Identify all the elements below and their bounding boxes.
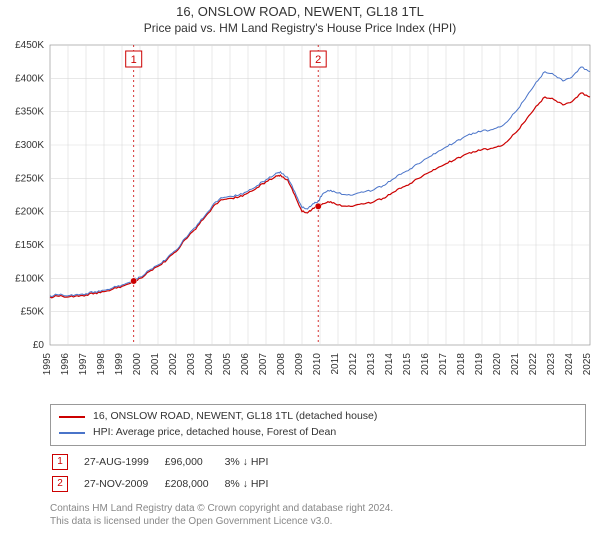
marker-delta: 3% ↓ HPI [225, 452, 283, 472]
page-subtitle: Price paid vs. HM Land Registry's House … [0, 21, 600, 35]
svg-text:2025: 2025 [582, 353, 593, 376]
svg-text:1998: 1998 [96, 353, 107, 376]
svg-text:2015: 2015 [402, 353, 413, 376]
legend-item: HPI: Average price, detached house, Fore… [59, 425, 577, 441]
svg-text:2009: 2009 [294, 353, 305, 376]
svg-text:£200K: £200K [15, 207, 44, 218]
svg-text:2002: 2002 [168, 353, 179, 376]
svg-text:2021: 2021 [510, 353, 521, 376]
svg-text:2020: 2020 [492, 353, 503, 376]
svg-text:1996: 1996 [60, 353, 71, 376]
legend-label: 16, ONSLOW ROAD, NEWENT, GL18 1TL (detac… [93, 409, 377, 425]
svg-text:2005: 2005 [222, 353, 233, 376]
footer-line1: Contains HM Land Registry data © Crown c… [50, 502, 586, 516]
legend-box: 16, ONSLOW ROAD, NEWENT, GL18 1TL (detac… [50, 404, 586, 446]
svg-text:2014: 2014 [384, 353, 395, 376]
marker-row: 2 27-NOV-2009£208,0008% ↓ HPI [52, 474, 282, 494]
markers-table: 1 27-AUG-1999£96,0003% ↓ HPI 2 27-NOV-2009£… [50, 450, 284, 496]
svg-text:£300K: £300K [15, 140, 44, 151]
svg-text:2010: 2010 [312, 353, 323, 376]
svg-text:2013: 2013 [366, 353, 377, 376]
svg-text:2003: 2003 [186, 353, 197, 376]
marker-delta: 8% ↓ HPI [225, 474, 283, 494]
svg-text:1997: 1997 [78, 353, 89, 376]
legend-label: HPI: Average price, detached house, Fore… [93, 425, 336, 441]
svg-text:2007: 2007 [258, 353, 269, 376]
svg-text:£0: £0 [33, 340, 45, 351]
svg-text:2016: 2016 [420, 353, 431, 376]
svg-text:2011: 2011 [330, 353, 341, 375]
svg-text:2008: 2008 [276, 353, 287, 376]
marker-row: 1 27-AUG-1999£96,0003% ↓ HPI [52, 452, 282, 472]
svg-text:2000: 2000 [132, 353, 143, 376]
svg-text:2018: 2018 [456, 353, 467, 376]
svg-text:2006: 2006 [240, 353, 251, 376]
svg-text:£100K: £100K [15, 273, 44, 284]
marker-num-box: 2 [52, 476, 68, 492]
marker-price: £96,000 [165, 452, 223, 472]
legend-swatch [59, 416, 85, 418]
chart-area: £0 £50K £100K £150K £200K £250K £300K £350K £400… [0, 35, 600, 398]
svg-text:2022: 2022 [528, 353, 539, 376]
chart-svg: £0 £50K £100K £150K £200K £250K £300K £350K £400… [0, 35, 600, 395]
svg-text:1999: 1999 [114, 353, 125, 376]
svg-text:2024: 2024 [564, 353, 575, 376]
svg-text:£150K: £150K [15, 240, 44, 251]
svg-text:2001: 2001 [150, 353, 161, 376]
svg-text:£350K: £350K [15, 107, 44, 118]
svg-text:£50K: £50K [21, 307, 45, 318]
svg-text:2012: 2012 [348, 353, 359, 376]
footer-line2: This data is licensed under the Open Gov… [50, 515, 586, 529]
marker-date: 27-AUG-1999 [84, 452, 163, 472]
marker-date: 27-NOV-2009 [84, 474, 163, 494]
legend-item: 16, ONSLOW ROAD, NEWENT, GL18 1TL (detac… [59, 409, 577, 425]
svg-text:2019: 2019 [474, 353, 485, 376]
svg-text:2004: 2004 [204, 353, 215, 376]
svg-text:£400K: £400K [15, 73, 44, 84]
svg-text:£450K: £450K [15, 40, 44, 51]
svg-text:1995: 1995 [42, 353, 53, 376]
svg-text:2017: 2017 [438, 353, 449, 376]
svg-text:£250K: £250K [15, 173, 44, 184]
marker-price: £208,000 [165, 474, 223, 494]
svg-text:2023: 2023 [546, 353, 557, 376]
footer: Contains HM Land Registry data © Crown c… [50, 502, 586, 529]
svg-text:2: 2 [315, 54, 321, 66]
page-title: 16, ONSLOW ROAD, NEWENT, GL18 1TL [0, 4, 600, 19]
svg-text:1: 1 [131, 54, 137, 66]
legend-swatch [59, 432, 85, 434]
marker-num-box: 1 [52, 454, 68, 470]
